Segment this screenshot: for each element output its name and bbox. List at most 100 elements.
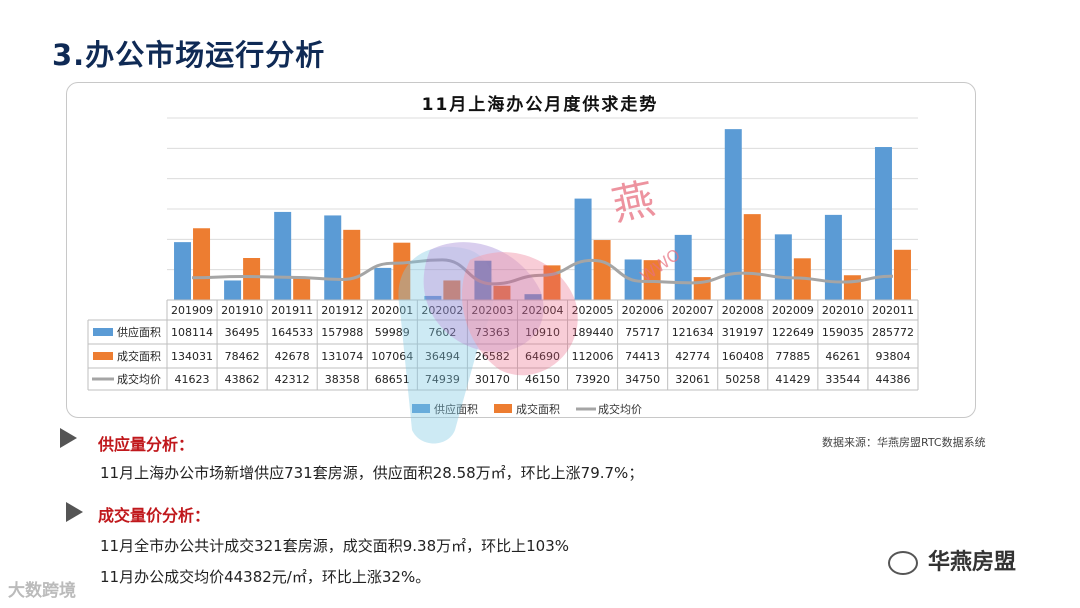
bar-supply (374, 267, 392, 300)
data-value: 160408 (722, 350, 764, 363)
data-source-note: 数据来源：华燕房盟RTC数据系统 (822, 436, 986, 449)
category-label: 201909 (171, 304, 213, 317)
bar-deal (443, 280, 461, 300)
data-value: 134031 (171, 350, 213, 363)
data-value: 41623 (175, 373, 210, 386)
data-value: 26582 (475, 350, 510, 363)
deal-text-line2: 11月办公成交均价44382元/㎡，环比上涨32%。 (100, 568, 431, 586)
bar-supply (524, 294, 542, 300)
data-value: 93804 (875, 350, 910, 363)
data-value: 319197 (722, 326, 764, 339)
bar-supply (724, 129, 742, 300)
bar-supply (874, 147, 892, 300)
data-value: 68651 (375, 373, 410, 386)
bar-deal (543, 265, 561, 300)
bar-deal (893, 249, 911, 300)
data-value: 42678 (275, 350, 310, 363)
data-value: 159035 (822, 326, 864, 339)
data-value: 164533 (271, 326, 313, 339)
wechat-icon (888, 551, 918, 575)
data-value: 131074 (321, 350, 363, 363)
chart-title: 11月上海办公月度供求走势 (421, 95, 659, 115)
data-value: 112006 (572, 350, 614, 363)
deal-heading: 成交量价分析： (98, 506, 211, 525)
bar-supply (274, 211, 292, 300)
bar-supply (824, 214, 842, 300)
bar-deal (243, 257, 261, 300)
data-value: 74939 (425, 373, 460, 386)
bullet-triangle-icon (66, 502, 83, 522)
category-label: 202002 (421, 304, 463, 317)
category-label: 202006 (622, 304, 664, 317)
row-label: 成交均价 (117, 372, 161, 386)
bar-supply (224, 280, 242, 300)
data-value: 44386 (875, 373, 910, 386)
data-value: 50258 (725, 373, 760, 386)
category-label: 202003 (471, 304, 513, 317)
legend-swatch (494, 404, 512, 413)
legend-label: 成交面积 (516, 402, 560, 416)
bar-deal (493, 285, 511, 300)
data-value: 46261 (825, 350, 860, 363)
data-value: 38358 (325, 373, 360, 386)
data-value: 122649 (772, 326, 814, 339)
bar-supply (174, 242, 192, 300)
data-value: 59989 (375, 326, 410, 339)
bar-deal (843, 275, 861, 300)
row-label: 成交面积 (117, 349, 161, 363)
category-label: 202004 (522, 304, 564, 317)
category-label: 201912 (321, 304, 363, 317)
category-label: 201910 (221, 304, 263, 317)
brand-watermark: 华燕房盟 (888, 544, 1016, 576)
bar-supply (774, 234, 792, 300)
bar-supply (674, 234, 692, 300)
data-value: 75717 (625, 326, 660, 339)
deal-text-line1: 11月全市办公共计成交321套房源，成交面积9.38万㎡，环比上103% (100, 537, 570, 555)
data-value: 73920 (575, 373, 610, 386)
avg-price-line (192, 258, 893, 286)
data-value: 30170 (475, 373, 510, 386)
supply-text: 11月上海办公市场新增供应731套房源，供应面积28.58万㎡，环比上涨79.7… (100, 464, 644, 482)
supply-heading: 供应量分析： (98, 435, 195, 454)
data-value: 42774 (675, 350, 710, 363)
category-label: 202009 (772, 304, 814, 317)
left-watermark: 大数跨境 (8, 581, 76, 601)
data-value: 74413 (625, 350, 660, 363)
bar-deal (593, 240, 611, 300)
data-value: 34750 (625, 373, 660, 386)
data-value: 73363 (475, 326, 510, 339)
data-value: 36494 (425, 350, 460, 363)
bar-deal (743, 214, 761, 300)
data-value: 107064 (371, 350, 413, 363)
category-label: 202011 (872, 304, 914, 317)
brand-name: 华燕房盟 (928, 550, 1017, 575)
row-key-swatch (93, 328, 113, 336)
category-label: 202007 (672, 304, 714, 317)
data-value: 78462 (225, 350, 260, 363)
data-value: 33544 (825, 373, 860, 386)
chart-card (66, 82, 976, 418)
bar-supply (424, 295, 442, 300)
data-value: 108114 (171, 326, 213, 339)
bar-supply (324, 215, 342, 300)
category-label: 201911 (271, 304, 313, 317)
data-value: 41429 (775, 373, 810, 386)
data-value: 7602 (428, 326, 456, 339)
data-value: 121634 (672, 326, 714, 339)
category-label: 202008 (722, 304, 764, 317)
data-value: 189440 (572, 326, 614, 339)
category-label: 202005 (572, 304, 614, 317)
bar-supply (574, 198, 592, 300)
bar-deal (293, 277, 311, 300)
data-value: 10910 (525, 326, 560, 339)
data-value: 36495 (225, 326, 260, 339)
data-value: 77885 (775, 350, 810, 363)
data-value: 64690 (525, 350, 560, 363)
bullet-triangle-icon (60, 428, 77, 448)
bar-deal (393, 242, 411, 300)
data-value: 285772 (872, 326, 914, 339)
category-label: 202001 (371, 304, 413, 317)
row-key-swatch (93, 352, 113, 360)
